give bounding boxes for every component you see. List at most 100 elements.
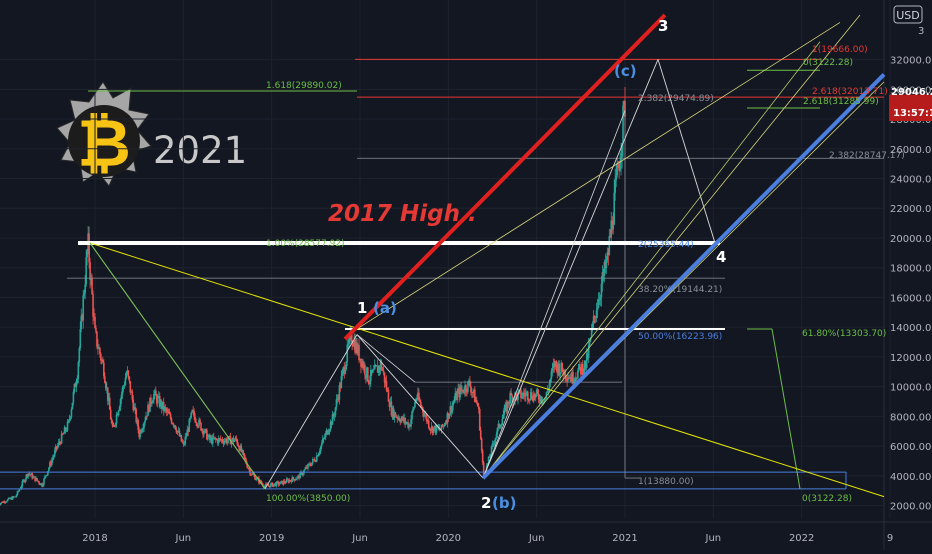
candle-body <box>587 345 590 358</box>
candle-body <box>411 411 413 420</box>
candle-body <box>143 422 145 429</box>
candle-body <box>401 416 404 419</box>
candle-body <box>414 401 416 408</box>
candle-body <box>446 413 449 424</box>
candle-body <box>520 389 522 398</box>
candle-body <box>480 438 483 451</box>
candle-body <box>332 414 335 417</box>
candle-body <box>566 378 568 381</box>
candle-body <box>110 419 113 423</box>
candle-body <box>119 399 122 407</box>
candle-body <box>364 364 366 376</box>
candle-body <box>89 262 91 280</box>
candle-body <box>322 438 325 440</box>
candle-body <box>388 401 391 407</box>
candle-body <box>606 252 609 261</box>
candle-body <box>415 399 417 402</box>
candle-body <box>355 342 357 353</box>
candle-body <box>356 342 358 354</box>
candle-body <box>222 441 225 444</box>
candle-body <box>156 395 158 404</box>
candle-body <box>416 397 418 400</box>
candle-body <box>59 442 62 444</box>
candle-body <box>191 410 193 413</box>
candle-body <box>33 476 35 478</box>
candle-body <box>20 486 23 489</box>
candle-body <box>5 501 8 503</box>
candle-body <box>237 444 240 447</box>
candle-body <box>139 430 141 438</box>
candle-body <box>280 480 283 482</box>
candle-body <box>461 389 463 391</box>
candle-body <box>29 474 32 476</box>
candle-body <box>288 480 291 483</box>
candle-body <box>305 467 307 469</box>
candle-body <box>527 391 529 400</box>
candle-body <box>448 414 451 419</box>
wave-label: 1 <box>357 299 367 317</box>
candle-body <box>391 407 394 416</box>
candle-body <box>597 300 600 308</box>
candle-body <box>487 456 490 464</box>
candle-body <box>137 420 139 431</box>
candle-body <box>454 393 457 401</box>
candle-body <box>285 479 288 483</box>
candle-body <box>377 366 380 373</box>
yellow-trendline <box>89 242 885 498</box>
candle-body <box>100 354 102 361</box>
candle-body <box>509 392 511 404</box>
candle-body <box>70 409 73 417</box>
candle-body <box>310 465 312 467</box>
candle-body <box>508 403 510 405</box>
candle-body <box>424 414 427 416</box>
candle-body <box>610 220 613 238</box>
currency-button[interactable]: USD <box>893 5 923 24</box>
candle-body <box>455 393 457 401</box>
candle-body <box>284 482 287 484</box>
candle-body <box>58 441 61 443</box>
fib-level-label: 0(3122.28) <box>802 494 852 504</box>
candle-body <box>42 484 44 487</box>
candle-body <box>510 392 512 396</box>
candle-body <box>77 362 80 379</box>
candle-body <box>511 395 513 403</box>
x-tick-label: 2021 <box>612 533 637 544</box>
candle-body <box>80 315 83 330</box>
candle-body <box>444 422 447 425</box>
time-axis[interactable]: 2018 Jun 2019 Jun 2020 Jun 2021 Jun 2022 9 <box>82 533 893 544</box>
candle-body <box>337 398 340 400</box>
candle-body <box>219 438 222 441</box>
candle-body <box>605 260 608 269</box>
wave-segment <box>482 110 626 479</box>
candle-body <box>113 425 116 427</box>
y-tick-label: 3 <box>918 26 924 37</box>
candle-body <box>372 369 375 371</box>
candle-body <box>547 389 550 391</box>
candle-body <box>531 398 534 402</box>
candle-body <box>227 436 230 441</box>
candle-body <box>36 478 38 481</box>
candle-body <box>344 369 347 374</box>
candle-body <box>69 416 72 419</box>
candle-body <box>546 390 549 393</box>
candle-body <box>27 473 30 477</box>
candle-body <box>57 441 60 446</box>
candle-body <box>157 397 159 404</box>
candle-body <box>603 262 606 276</box>
candle-body <box>190 412 192 418</box>
x-tick-label: Jun <box>175 533 192 544</box>
candle-body <box>375 365 378 367</box>
candle-body <box>117 410 120 416</box>
candle-body <box>361 361 363 367</box>
candle-body <box>413 407 415 409</box>
candle-body <box>583 360 586 371</box>
y-tick-label: 10000.00 <box>890 383 932 394</box>
candle-body <box>293 479 296 481</box>
candle-body <box>186 429 189 437</box>
candle-body <box>260 480 262 483</box>
candle-body <box>261 482 263 484</box>
candle-body <box>358 345 360 361</box>
candle-body <box>9 497 12 499</box>
candle-body <box>72 391 75 403</box>
